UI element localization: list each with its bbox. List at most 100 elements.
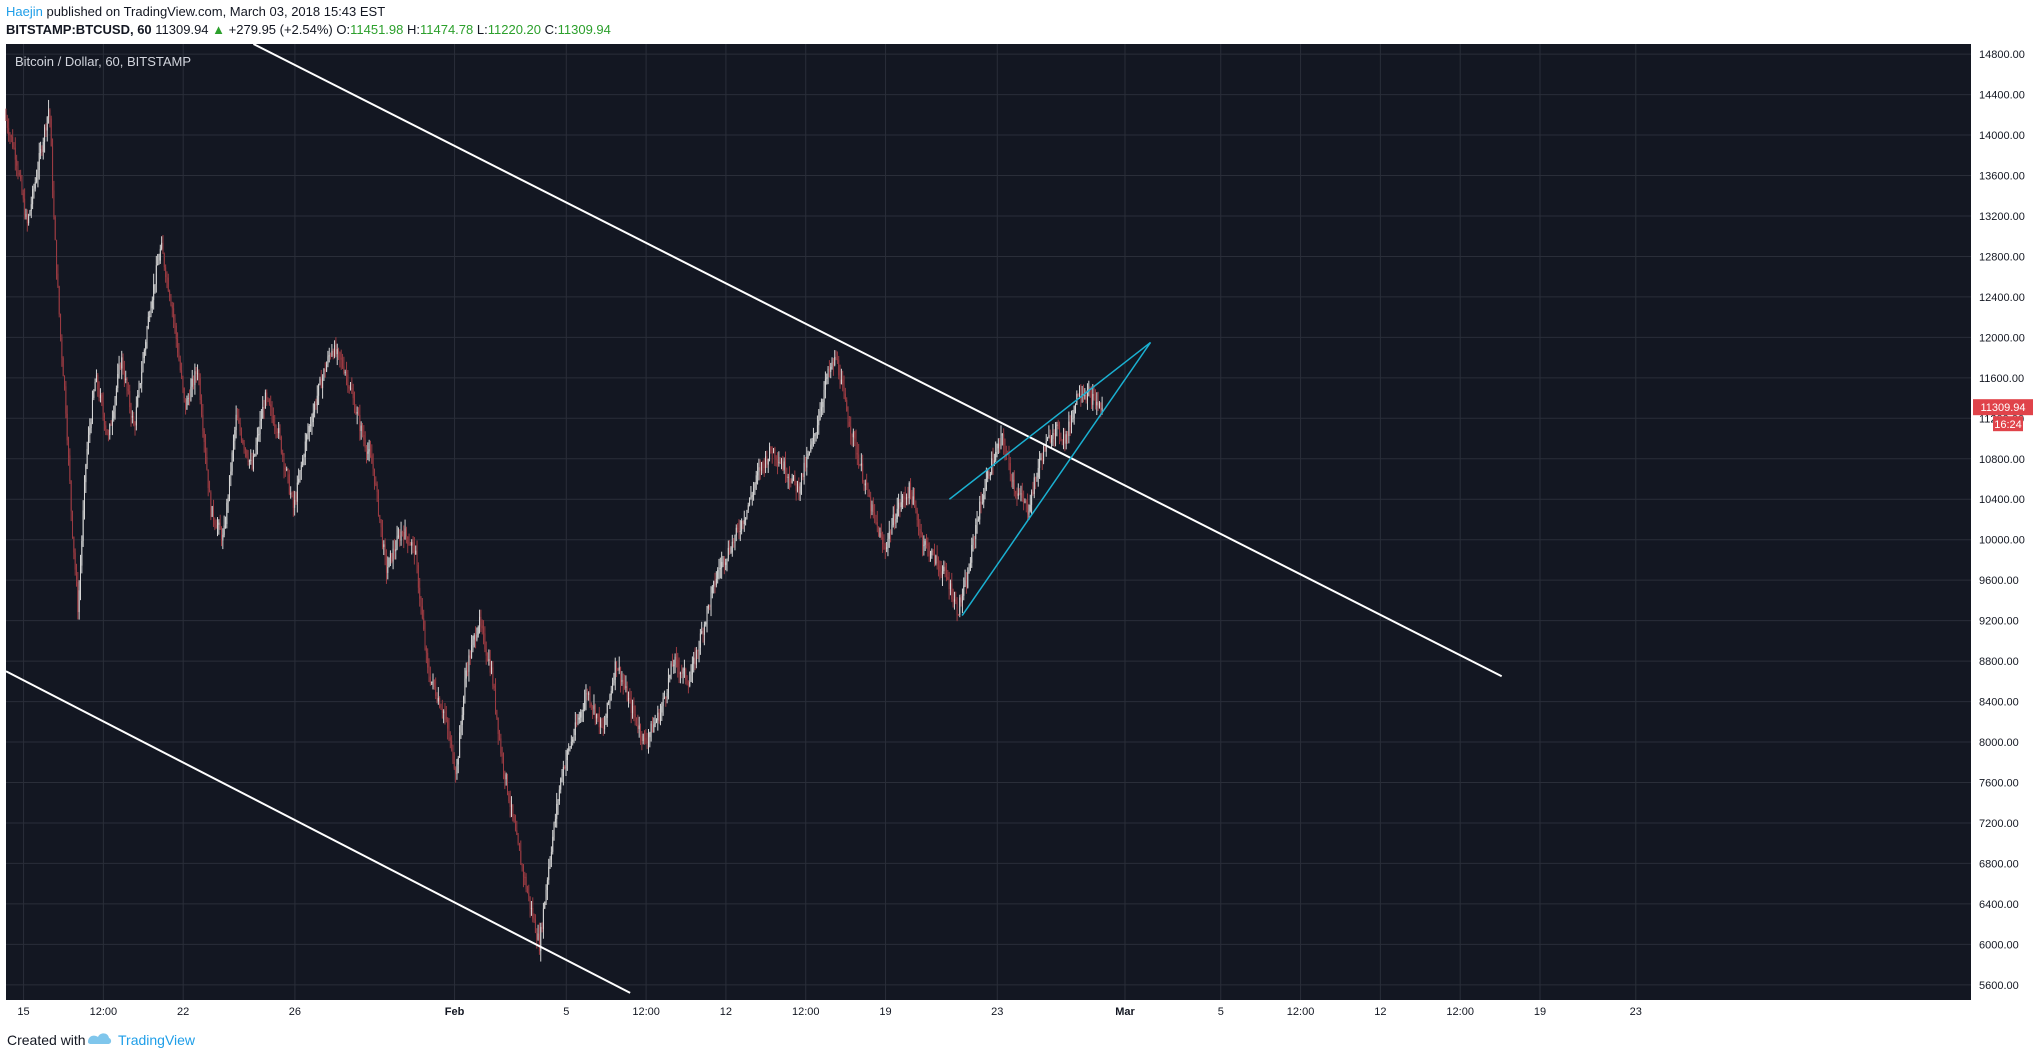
candle-body — [1074, 404, 1076, 407]
candle-body — [771, 451, 773, 454]
author-link[interactable]: Haejin — [6, 4, 43, 19]
candle-body — [105, 425, 107, 430]
candle-body — [723, 558, 725, 565]
candle-body — [590, 704, 592, 707]
candle-body — [868, 494, 870, 497]
candle-body — [473, 635, 475, 640]
candle-body — [21, 178, 23, 194]
price-axis[interactable]: 14800.00 14400.00 14000.00 13600.00 13200.00… — [1979, 49, 2025, 992]
candle-body — [44, 127, 46, 142]
candle-body — [808, 451, 810, 454]
candle-body — [126, 378, 128, 389]
candle-body — [822, 401, 824, 408]
candle-body — [468, 655, 470, 672]
time-tick-label: 22 — [177, 1006, 189, 1018]
candle-body — [920, 530, 922, 534]
candle-body — [201, 400, 203, 415]
candle-body — [365, 447, 367, 454]
candle-body — [266, 392, 268, 399]
candle-body — [730, 552, 732, 554]
candle-body — [202, 414, 204, 431]
candle-body — [886, 547, 888, 549]
candle-body — [476, 634, 478, 641]
candle-body — [662, 698, 664, 707]
candle-body — [899, 502, 901, 508]
candle-body — [182, 376, 184, 389]
candle-body — [741, 520, 743, 531]
candle-body — [782, 463, 784, 470]
candle-body — [983, 495, 985, 503]
candle-body — [661, 706, 663, 713]
candle-body — [522, 866, 524, 877]
candle-body — [578, 717, 580, 720]
candle-body — [634, 713, 636, 718]
tradingview-brand-link[interactable]: TradingView — [118, 1032, 196, 1048]
candle-body — [330, 355, 332, 357]
candle-body — [891, 525, 893, 534]
candle-body — [589, 693, 591, 705]
candle-body — [617, 668, 619, 671]
candle-body — [146, 328, 148, 343]
candle-body — [16, 159, 18, 166]
time-axis[interactable]: 15 12:00 22 26 Feb 5 12:00 12 12:00 19 23 Mar 5 12:00… — [17, 1006, 1641, 1018]
candle-body — [203, 430, 205, 443]
candle-body — [85, 464, 87, 483]
candle-body — [150, 308, 152, 317]
candle-body — [769, 446, 771, 459]
price-tick-label: 14800.00 — [1979, 49, 2025, 61]
candle-body — [544, 902, 546, 909]
candle-body — [327, 356, 329, 365]
candle-body — [218, 522, 220, 525]
candle-body — [743, 520, 745, 525]
candle-body — [719, 568, 721, 570]
footer: Created with TradingView — [0, 1022, 2035, 1058]
candle-body — [702, 631, 704, 635]
candle-body — [121, 357, 123, 369]
candle-body — [604, 724, 606, 730]
created-with-text: Created with — [7, 1032, 86, 1048]
candle-body — [947, 576, 949, 580]
candle-body — [1063, 434, 1065, 441]
candle-body — [557, 800, 559, 804]
candle-body — [843, 384, 845, 394]
candle-body — [565, 760, 567, 769]
price-tick-label: 6000.00 — [1979, 939, 2019, 951]
candle-body — [867, 483, 869, 495]
candle-body — [620, 667, 622, 682]
candle-body — [510, 804, 512, 807]
candle-body — [570, 741, 572, 748]
candle-body — [340, 357, 342, 360]
candle-body — [331, 350, 333, 356]
candle-body — [141, 371, 143, 384]
candle-body — [753, 488, 755, 496]
candle-body — [796, 484, 798, 491]
candle-body — [487, 655, 489, 661]
candle-body — [95, 375, 97, 382]
candle-body — [550, 851, 552, 860]
candle-body — [745, 517, 747, 521]
candle-body — [737, 527, 739, 529]
candle-body — [223, 525, 225, 535]
price-tick-label: 12000.00 — [1979, 332, 2025, 344]
candle-body — [1080, 393, 1082, 397]
candle-body — [883, 544, 885, 548]
candle-body — [647, 737, 649, 743]
price-chart[interactable]: 14800.00 14400.00 14000.00 13600.00 13200.00… — [0, 44, 2035, 1022]
candle-body — [32, 189, 34, 205]
publish-header: Haejin published on TradingView.com, Mar… — [0, 0, 2035, 44]
candle-body — [20, 174, 22, 179]
candle-body — [41, 148, 43, 152]
time-tick-label: 23 — [1630, 1006, 1642, 1018]
candle-body — [701, 631, 703, 634]
candle-body — [291, 493, 293, 496]
low-label: L: — [476, 22, 488, 37]
candle-body — [988, 471, 990, 477]
candle-body — [409, 544, 411, 546]
candle-body — [657, 712, 659, 721]
candle-body — [13, 147, 15, 149]
candle-body — [614, 661, 616, 680]
candle-body — [397, 535, 399, 537]
high-value: 11474.78 — [420, 22, 474, 37]
candle-body — [1051, 438, 1053, 443]
candle-body — [81, 540, 83, 566]
